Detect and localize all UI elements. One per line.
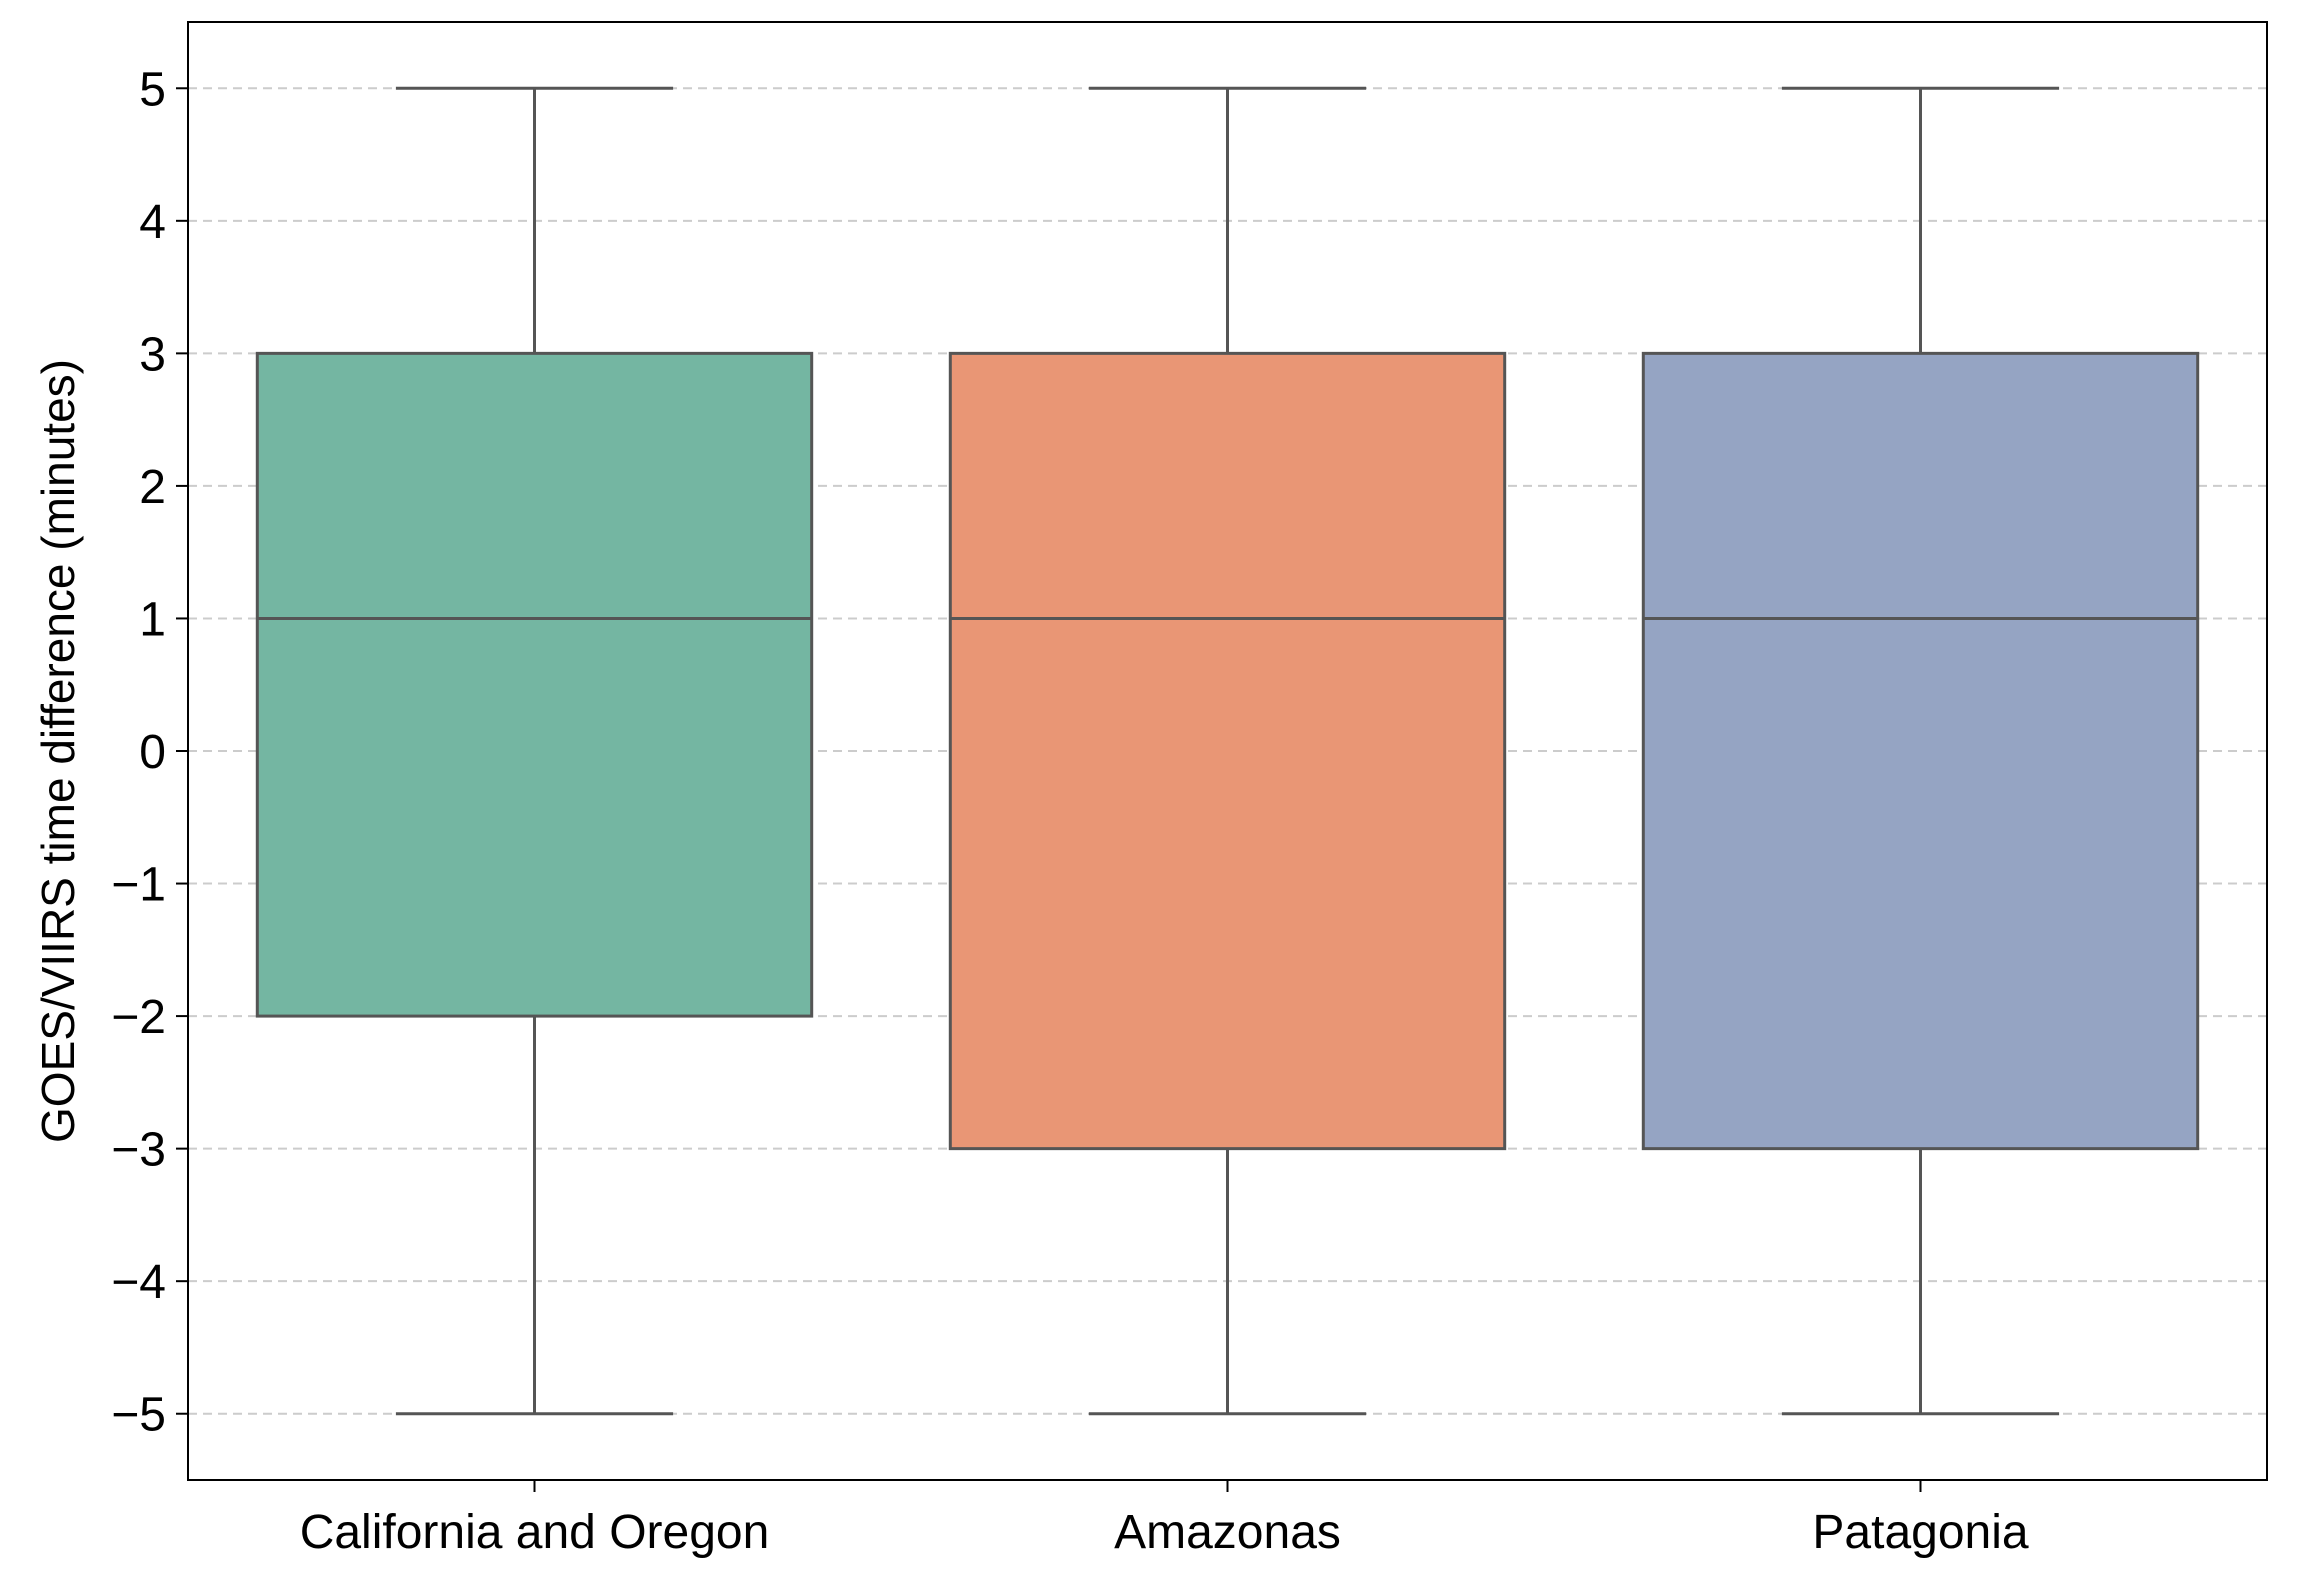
iqr-box bbox=[255, 351, 814, 1018]
y-tick-label: 2 bbox=[139, 461, 166, 514]
box-amazonas bbox=[948, 86, 1507, 1416]
y-tick-label: 1 bbox=[139, 593, 166, 646]
y-axis-ticks: 5 4 3 2 1 0 −1 −2 −3 −4 −5 bbox=[111, 63, 188, 1442]
x-tick-label: Amazonas bbox=[1114, 1506, 1341, 1559]
y-tick-label: 0 bbox=[139, 726, 166, 779]
y-tick-label: −5 bbox=[111, 1389, 166, 1442]
y-tick-label: 3 bbox=[139, 328, 166, 381]
box-california-and-oregon bbox=[255, 86, 814, 1416]
y-tick-label: 5 bbox=[139, 63, 166, 116]
iqr-box bbox=[1641, 351, 2200, 1151]
box-patagonia bbox=[1641, 86, 2200, 1416]
y-tick-label: −2 bbox=[111, 991, 166, 1044]
y-tick-label: −1 bbox=[111, 859, 166, 912]
boxes bbox=[255, 86, 2200, 1416]
x-tick-label: California and Oregon bbox=[300, 1506, 770, 1559]
x-axis-ticks: California and Oregon Amazonas Patagonia bbox=[300, 1480, 2029, 1559]
iqr-box bbox=[948, 351, 1507, 1151]
x-tick-label: Patagonia bbox=[1812, 1506, 2028, 1559]
y-tick-label: 4 bbox=[139, 196, 166, 249]
y-tick-label: −4 bbox=[111, 1256, 166, 1309]
y-tick-label: −3 bbox=[111, 1124, 166, 1177]
y-axis-label: GOES/VIIRS time difference (minutes) bbox=[32, 359, 84, 1143]
